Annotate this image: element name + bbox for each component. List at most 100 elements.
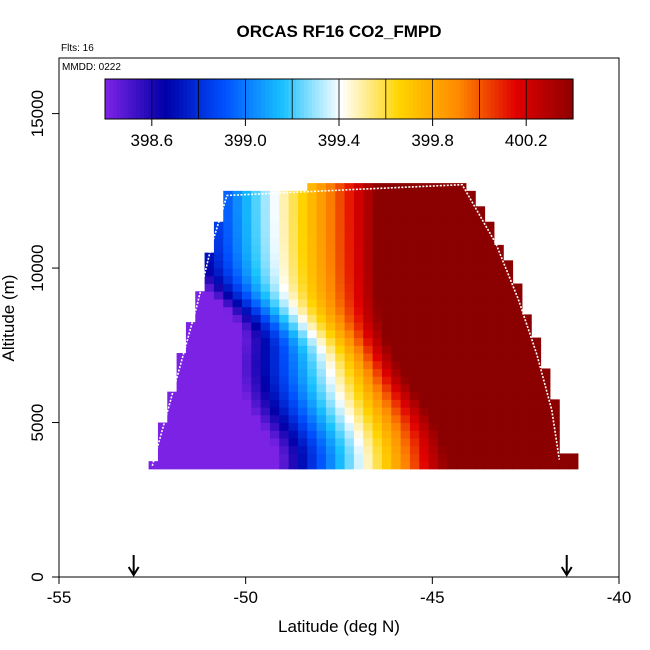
heatmap-cell <box>391 430 402 439</box>
heatmap-cell <box>456 306 467 315</box>
heatmap-cell <box>185 422 196 431</box>
heatmap-cell <box>213 221 224 230</box>
heatmap-cell <box>409 244 420 254</box>
heatmap-cell <box>419 229 430 238</box>
heatmap-cell <box>185 376 196 385</box>
heatmap-cell <box>307 337 318 346</box>
colorbar-segment <box>237 79 243 119</box>
heatmap-cell <box>381 306 392 315</box>
heatmap-cell <box>475 237 486 246</box>
heatmap-cell <box>260 206 271 215</box>
heatmap-cell <box>400 414 411 424</box>
heatmap-cell <box>409 283 420 292</box>
colorbar-segment <box>405 79 410 119</box>
heatmap-cell <box>400 329 411 339</box>
colorbar-segment <box>448 79 453 119</box>
colorbar-segment <box>557 79 562 119</box>
heatmap-cell <box>447 190 458 200</box>
heatmap-cell <box>484 275 495 285</box>
heatmap-cell <box>372 376 383 385</box>
colorbar-segment <box>565 79 570 119</box>
heatmap-cell <box>316 322 327 331</box>
heatmap-cell <box>185 383 196 393</box>
colorbar-segment <box>366 79 371 119</box>
heatmap-cell <box>363 453 374 462</box>
heatmap-cell <box>232 329 243 339</box>
heatmap-cell <box>195 306 206 315</box>
heatmap-cell <box>409 360 420 369</box>
heatmap-cell <box>512 414 523 424</box>
heatmap-cell <box>288 399 299 408</box>
heatmap-cell <box>419 298 430 308</box>
colorbar-segment <box>502 79 508 119</box>
heatmap-cell <box>447 198 458 207</box>
heatmap-cell <box>512 298 523 308</box>
heatmap-cell <box>447 368 458 377</box>
heatmap-cell <box>176 383 187 393</box>
heatmap-cell <box>223 291 234 300</box>
colorbar-segment <box>378 79 383 119</box>
heatmap-cell <box>204 252 215 261</box>
colorbar-segment <box>370 79 375 119</box>
colorbar-segment <box>518 79 523 119</box>
heatmap-cell <box>512 461 523 470</box>
heatmap-cell <box>260 407 271 416</box>
heatmap-cell <box>512 329 523 339</box>
heatmap-cell <box>241 221 252 230</box>
heatmap-cell <box>484 437 495 447</box>
heatmap-cell <box>465 329 476 339</box>
heatmap-cell <box>419 445 430 454</box>
heatmap-cell <box>307 453 318 462</box>
heatmap-cell <box>363 214 374 223</box>
colorbar-segment <box>428 79 434 119</box>
heatmap-cell <box>269 437 280 447</box>
heatmap-cell <box>456 329 467 339</box>
heatmap-cell <box>185 360 196 369</box>
heatmap-cell <box>297 414 308 424</box>
colorbar-segment <box>471 79 477 119</box>
heatmap-cell <box>251 260 262 269</box>
heatmap-cell <box>447 221 458 230</box>
heatmap-cell <box>540 422 551 431</box>
heatmap-cell <box>279 322 290 331</box>
heatmap-cell <box>260 445 271 454</box>
heatmap-cell <box>493 368 504 377</box>
heatmap-cell <box>447 422 458 431</box>
heatmap-cell <box>447 445 458 454</box>
heatmap-cell <box>419 337 430 346</box>
heatmap-cell <box>493 275 504 285</box>
heatmap-cell <box>409 329 420 339</box>
heatmap-cell <box>363 445 374 454</box>
heatmap-cell <box>531 368 542 377</box>
heatmap-cell <box>372 275 383 285</box>
colorbar-segment <box>175 79 180 119</box>
heatmap-cell <box>521 445 532 454</box>
heatmap-cell <box>325 437 336 447</box>
heatmap-cell <box>475 345 486 354</box>
heatmap-cell <box>456 314 467 323</box>
heatmap-cell <box>484 422 495 431</box>
heatmap-cell <box>176 376 187 385</box>
heatmap-cell <box>493 260 504 269</box>
heatmap-cell <box>213 275 224 285</box>
heatmap-cell <box>344 298 355 308</box>
heatmap-cell <box>325 190 336 200</box>
heatmap-cell <box>531 445 542 454</box>
heatmap-cell <box>316 306 327 315</box>
heatmap-cell <box>521 453 532 462</box>
heatmap-cell <box>363 244 374 254</box>
colorbar-segment <box>183 79 188 119</box>
heatmap-cell <box>195 383 206 393</box>
colorbar-segment <box>116 79 122 119</box>
heatmap-cell <box>223 322 234 331</box>
heatmap-cell <box>297 306 308 315</box>
heatmap-cell <box>260 430 271 439</box>
heatmap-cell <box>353 214 364 223</box>
heatmap-cell <box>167 414 178 424</box>
heatmap-cell <box>167 430 178 439</box>
heatmap-cell <box>381 214 392 223</box>
heatmap-cell <box>363 461 374 470</box>
heatmap-cell <box>316 329 327 339</box>
heatmap-cell <box>484 221 495 230</box>
colorbar-segment <box>432 79 438 119</box>
